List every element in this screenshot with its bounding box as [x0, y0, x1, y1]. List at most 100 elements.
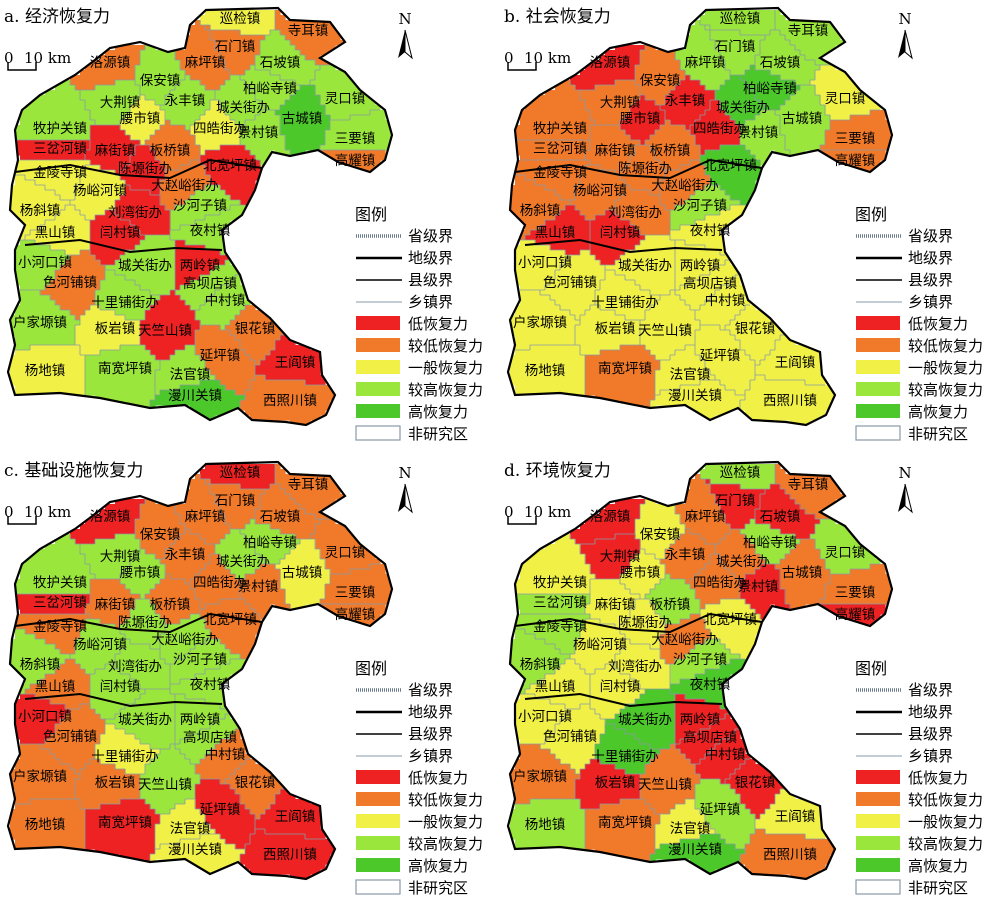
town-region [195, 325, 256, 396]
town-label: 中村镇 [705, 293, 746, 309]
town-label: 王阎镇 [775, 809, 816, 825]
town-region [275, 85, 331, 156]
town-label: 石门镇 [215, 39, 256, 55]
town-region [715, 75, 766, 126]
township-boundaries [15, 10, 385, 410]
legend-swatch [856, 814, 900, 828]
town-label: 城关街办 [618, 712, 672, 728]
town-region [810, 519, 881, 575]
town-region [620, 599, 666, 650]
town-region [215, 529, 266, 580]
town-region [775, 539, 831, 610]
town-label: 闫村镇 [100, 225, 141, 241]
legend-label: 县级界 [908, 725, 953, 743]
legend-swatch [356, 836, 400, 850]
map-panel-c: 巡检镇 寺耳镇 石门镇 洛源镇 麻坪镇 石坡镇 保安镇 柏峪寺镇 灵口镇 永丰镇 城关街办 大荆镇 古城… [0, 454, 500, 908]
legend-swatch [356, 770, 400, 784]
town-region [540, 250, 606, 321]
county-boundary [514, 158, 763, 180]
town-label: 石门镇 [215, 493, 256, 509]
north-arrow-icon: N [898, 10, 913, 60]
town-label: 石坡镇 [760, 55, 801, 71]
town-region [585, 579, 641, 630]
town-label: 四皓街办 [193, 575, 247, 591]
scale-bar: 0 10 km [4, 49, 71, 71]
legend-label: 地级界 [408, 249, 453, 267]
town-region [90, 664, 146, 720]
town-label: 景村镇 [738, 579, 779, 595]
town-label: 杨地镇 [525, 363, 566, 379]
town-region [695, 779, 756, 850]
town-label: 景村镇 [238, 579, 279, 595]
town-region [240, 564, 291, 620]
town-region [585, 345, 661, 411]
legend-label: 较高恢复力 [408, 381, 483, 399]
town-label: 柏峪寺镇 [243, 81, 297, 97]
legend: 图例省级界地级界县级界乡镇界低恢复力较低恢复力一般恢复力较高恢复力高恢复力非研究… [855, 205, 983, 443]
town-label: 麻街镇 [95, 143, 136, 159]
town-label: 沙河子镇 [173, 652, 227, 668]
town-region [215, 75, 266, 126]
town-region [620, 95, 666, 146]
town-label: 高坝店镇 [683, 275, 737, 292]
town-label: 户家塬镇 [13, 314, 67, 331]
town-label: 大赵峪街办 [651, 178, 719, 194]
town-label: 中村镇 [205, 293, 246, 309]
legend-swatch [856, 360, 900, 374]
town-label: 古城镇 [282, 111, 323, 127]
town-label: 灵口镇 [825, 91, 866, 107]
town-label: 漫川关镇 [168, 842, 222, 858]
town-label: 巡检镇 [720, 11, 761, 27]
county-boundary [24, 238, 223, 254]
town-region [510, 799, 586, 850]
legend-label: 高恢复力 [908, 403, 968, 421]
town-regions [10, 10, 391, 425]
town-region [195, 729, 251, 785]
town-label: 杨斜镇 [520, 657, 561, 673]
town-label: 灵口镇 [325, 545, 366, 561]
town-region [510, 345, 586, 396]
town-label: 大荆镇 [100, 95, 141, 111]
svg-text:0: 0 [504, 503, 514, 521]
legend-swatch [356, 316, 400, 330]
town-region [615, 185, 671, 236]
town-label: 柏峪寺镇 [743, 81, 797, 97]
town-label: 金陵寺镇 [33, 619, 87, 635]
svg-text:图例: 图例 [355, 659, 387, 678]
town-region [160, 160, 211, 211]
town-region [160, 529, 216, 585]
county-boundary [514, 612, 763, 634]
town-region [90, 210, 146, 266]
town-region [80, 80, 141, 126]
town-label: 杨斜镇 [520, 203, 561, 219]
legend-label: 乡镇界 [908, 293, 953, 311]
town-region [175, 694, 231, 745]
town-label: 寺耳镇 [288, 23, 329, 39]
town-region [690, 100, 741, 156]
legend-label: 一般恢复力 [908, 359, 983, 377]
town-label: 北宽坪镇 [203, 611, 257, 628]
legend-label: 较高恢复力 [908, 835, 983, 853]
town-region [660, 614, 711, 665]
panel-title: d. 环境恢复力 [504, 461, 611, 481]
town-region [10, 345, 86, 396]
legend-label: 高恢复力 [408, 857, 468, 875]
town-region [15, 140, 91, 161]
town-label: 夜村镇 [690, 223, 731, 239]
town-label: 板岩镇 [95, 775, 136, 791]
town-label: 黑山镇 [535, 225, 576, 241]
town-label: 板岩镇 [595, 321, 636, 337]
legend-swatch [856, 382, 900, 396]
town-label: 陈塬街办 [618, 614, 672, 631]
north-arrow-icon: N [398, 10, 413, 60]
town-label: 延坪镇 [700, 348, 741, 364]
town-region [675, 714, 741, 765]
town-region [70, 619, 126, 675]
town-region [160, 75, 216, 131]
legend-label: 一般恢复力 [408, 813, 483, 831]
town-region [115, 185, 171, 236]
legend-label: 县级界 [408, 271, 453, 289]
town-label: 黑山镇 [35, 225, 76, 241]
town-label: 保安镇 [140, 527, 181, 543]
